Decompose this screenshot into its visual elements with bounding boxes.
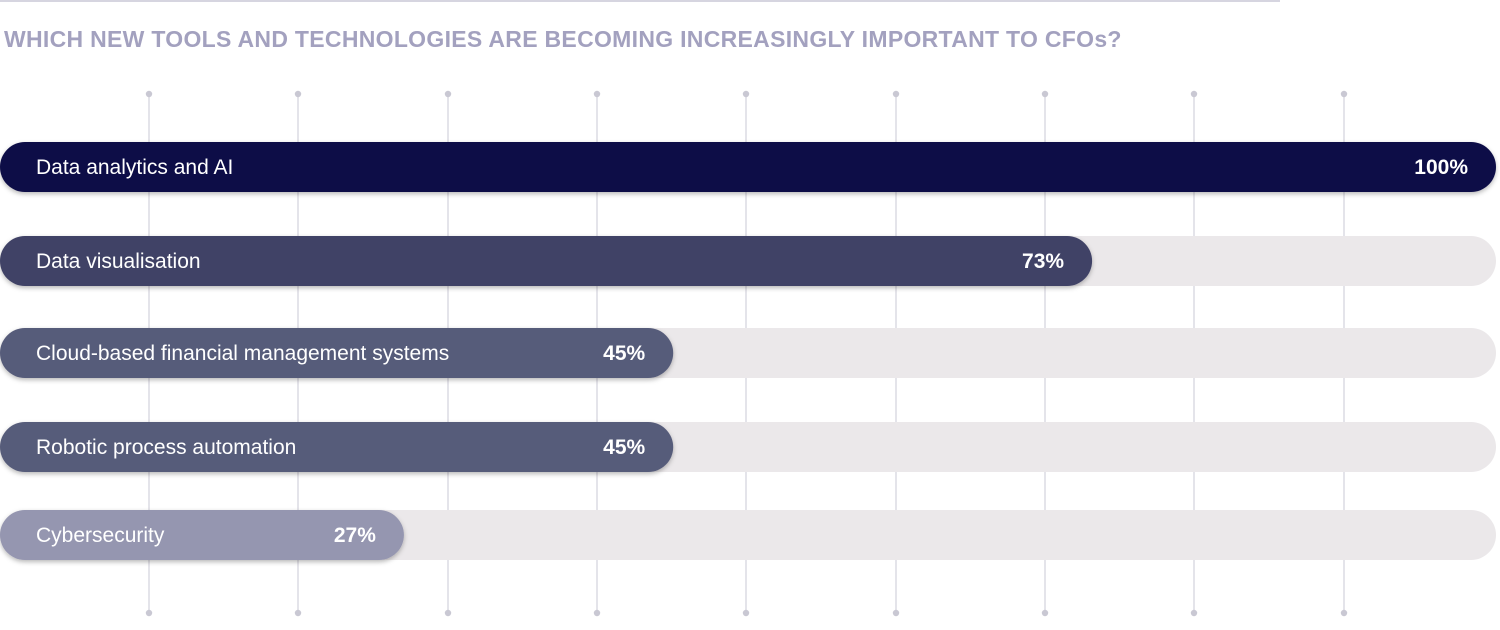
- bar-label: Data visualisation: [36, 250, 201, 273]
- bar: [0, 422, 674, 472]
- bar: [0, 510, 404, 560]
- bar-label: Data analytics and AI: [36, 156, 233, 179]
- bar-row: Cybersecurity 27%: [0, 510, 1496, 560]
- bar-label: Cloud-based financial management systems: [36, 342, 449, 365]
- bar-row: Robotic process automation 45%: [0, 422, 1496, 472]
- bar-label: Robotic process automation: [36, 436, 296, 459]
- bar-label: Cybersecurity: [36, 524, 165, 547]
- chart-title: WHICH NEW TOOLS AND TECHNOLOGIES ARE BEC…: [4, 26, 1122, 52]
- bar: [0, 142, 1496, 192]
- bar-value-label: 27%: [334, 524, 376, 547]
- bars: Data analytics and AI 100% Data visualisat…: [0, 142, 1496, 560]
- bar-value-label: 45%: [603, 342, 645, 365]
- top-rule: [0, 0, 1280, 2]
- bar: [0, 328, 674, 378]
- bar-value-label: 100%: [1414, 156, 1468, 179]
- bar-value-label: 45%: [603, 436, 645, 459]
- bar-row: Cloud-based financial management systems…: [0, 328, 1496, 378]
- bar-row: Data analytics and AI 100%: [0, 142, 1496, 192]
- bar-row: Data visualisation 73%: [0, 236, 1496, 286]
- bar: [0, 236, 1093, 286]
- bar-value-label: 73%: [1022, 250, 1064, 273]
